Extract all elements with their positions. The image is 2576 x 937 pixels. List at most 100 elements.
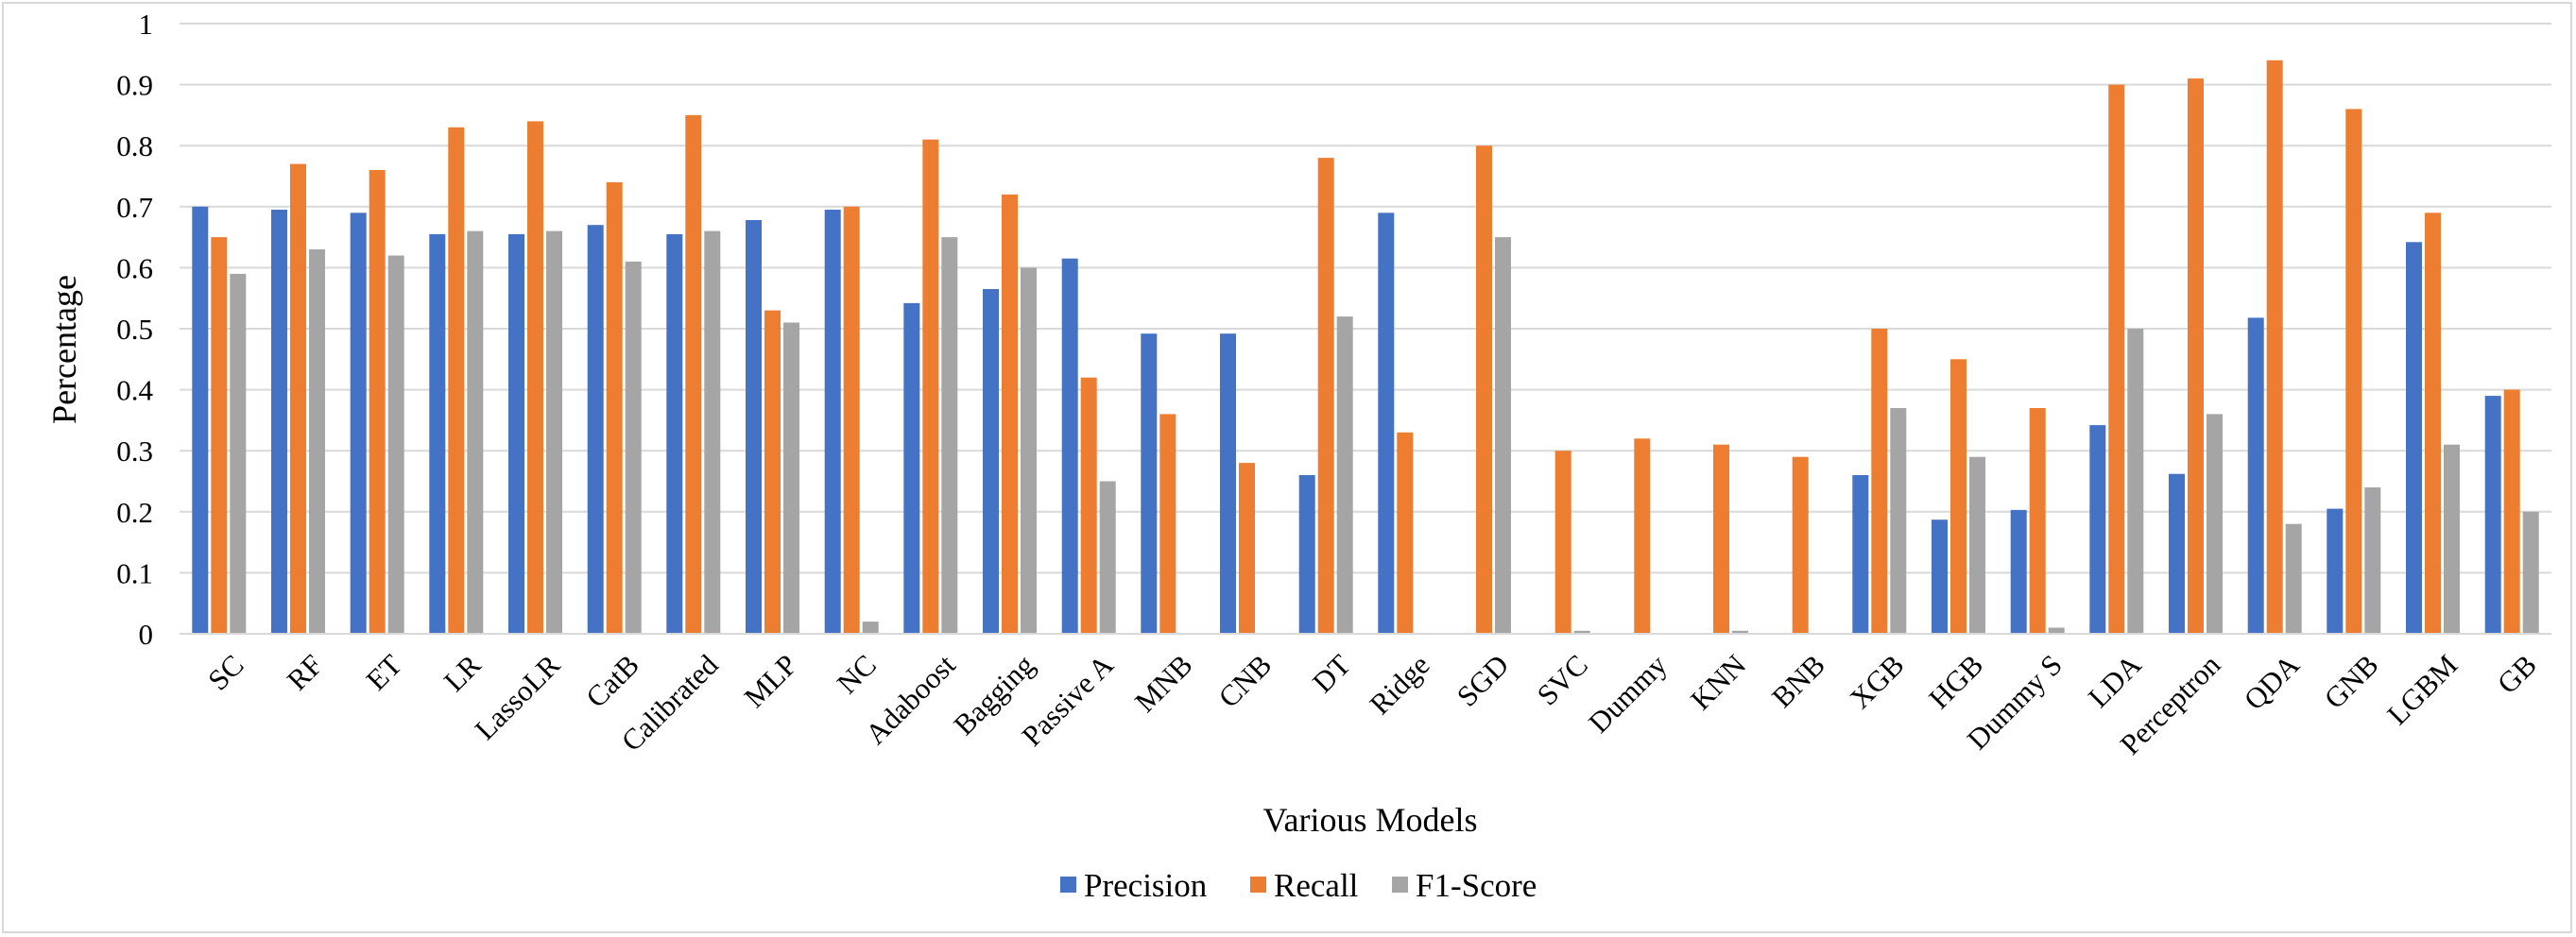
x-tick-label: KNN — [1684, 648, 1752, 716]
bar-f1-score — [862, 622, 879, 634]
bar-f1-score — [1099, 481, 1116, 634]
bar-precision — [903, 302, 920, 634]
bar-recall — [2188, 78, 2204, 635]
bar-recall — [1080, 377, 1097, 634]
bar-recall — [369, 170, 386, 634]
x-tick-label: HGB — [1922, 648, 1989, 715]
bar-recall — [606, 182, 623, 634]
bar-f1-score — [1495, 237, 1511, 634]
y-tick-label: 1 — [139, 8, 154, 41]
bar-precision — [2327, 508, 2344, 634]
bar-recall — [1002, 194, 1018, 634]
bar-precision — [1061, 258, 1078, 634]
x-tick-label: Dummy — [1582, 648, 1674, 740]
bar-f1-score — [941, 237, 958, 634]
bar-precision — [1298, 475, 1315, 634]
x-tick-label: LR — [438, 648, 488, 698]
bar-precision — [508, 233, 524, 634]
bar-precision — [429, 233, 446, 634]
bar-recall — [2266, 60, 2283, 635]
bar-f1-score — [2127, 329, 2144, 634]
x-tick-label: Ridge — [1364, 648, 1436, 721]
bar-precision — [1220, 333, 1236, 634]
legend-swatch-precision — [1060, 877, 1076, 893]
bar-precision — [983, 289, 999, 634]
bar-f1-score — [1336, 316, 1353, 634]
bar-recall — [1554, 451, 1571, 634]
x-tick-label: LDA — [2082, 648, 2148, 714]
y-tick-label: 0.8 — [116, 129, 153, 162]
y-tick-label: 0 — [139, 618, 154, 651]
bar-f1-score — [1021, 267, 1037, 634]
bar-precision — [2247, 317, 2264, 634]
bar-precision — [2406, 242, 2422, 634]
y-axis-title: Percentage — [45, 275, 83, 424]
bar-recall — [1713, 444, 1729, 634]
bar-recall — [1634, 438, 1651, 634]
gridlines — [180, 23, 2551, 574]
bars — [192, 60, 2539, 635]
y-tick-label: 0.3 — [116, 434, 153, 468]
bar-f1-score — [1890, 408, 1907, 634]
x-tick-label: SVC — [1531, 648, 1594, 711]
bar-recall — [2345, 109, 2362, 634]
bar-recall — [685, 114, 702, 634]
bar-recall — [448, 127, 465, 635]
bar-f1-score — [2048, 627, 2065, 634]
x-tick-label: BNB — [1765, 648, 1831, 714]
legend-swatch-recall — [1250, 877, 1266, 893]
bar-precision — [2010, 509, 2027, 634]
bar-precision — [1378, 213, 1395, 635]
bar-f1-score — [230, 273, 247, 634]
bar-precision — [2089, 425, 2106, 634]
x-axis-title: Various Models — [1263, 801, 1478, 839]
bar-recall — [2503, 389, 2520, 634]
bar-recall — [843, 206, 860, 635]
x-tick-label: MLP — [737, 648, 803, 714]
bar-f1-score — [546, 230, 562, 634]
bar-recall — [290, 163, 306, 634]
x-tick-label: DT — [1306, 648, 1357, 699]
bar-f1-score — [625, 261, 642, 634]
legend: Precision Recall F1-Score — [1060, 867, 1537, 904]
bar-recall — [211, 237, 228, 634]
x-tick-label: QDA — [2238, 648, 2307, 717]
legend-label-precision: Precision — [1084, 867, 1207, 904]
bar-recall — [764, 310, 781, 634]
bar-precision — [271, 210, 287, 634]
legend-label-f1-score: F1-Score — [1416, 867, 1537, 904]
bar-recall — [1239, 463, 1255, 634]
bar-recall — [1792, 456, 1809, 634]
bar-precision — [824, 210, 841, 634]
bar-f1-score — [2364, 487, 2381, 634]
bar-recall — [2029, 408, 2046, 634]
bar-precision — [1852, 475, 1869, 634]
x-tick-label: RF — [281, 648, 330, 697]
y-tick-label: 0.5 — [116, 313, 153, 346]
bar-f1-score — [1573, 630, 1590, 634]
bar-precision — [666, 233, 683, 634]
x-tick-label: XGB — [1844, 648, 1911, 715]
bar-precision — [2484, 396, 2501, 634]
bar-recall — [1397, 432, 1414, 634]
x-tick-label: LGBM — [2380, 648, 2464, 731]
bar-recall — [922, 139, 939, 634]
bar-recall — [1871, 329, 1888, 634]
bar-recall — [1476, 145, 1492, 634]
x-tick-label: GNB — [2318, 648, 2385, 715]
bar-precision — [350, 213, 367, 635]
legend-swatch-f1-score — [1392, 877, 1408, 893]
x-tick-label: ET — [359, 648, 408, 697]
bar-precision — [1141, 333, 1158, 634]
bar-f1-score — [783, 322, 799, 634]
bar-recall — [2425, 213, 2441, 635]
x-tick-label: SC — [201, 648, 250, 697]
bar-f1-score — [1732, 630, 1748, 634]
bar-recall — [1950, 359, 1966, 634]
bar-f1-score — [2444, 444, 2460, 634]
bar-f1-score — [2207, 414, 2223, 634]
y-tick-label: 0.4 — [116, 374, 153, 407]
